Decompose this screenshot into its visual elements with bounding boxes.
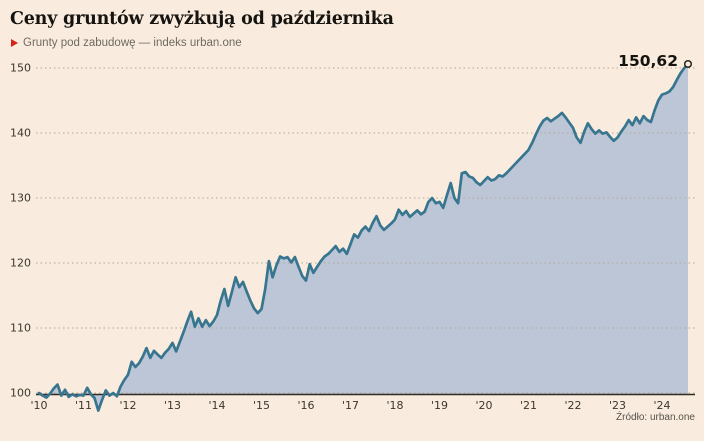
x-axis-label-14: '14 xyxy=(208,399,225,412)
x-axis-label-24: '24 xyxy=(653,399,670,412)
x-axis-label-23: '23 xyxy=(609,399,626,412)
end-point-marker xyxy=(683,59,693,69)
y-axis-label-150: 150 xyxy=(10,62,31,75)
x-axis-label-18: '18 xyxy=(386,399,403,412)
legend: Grunty pod zabudowę — indeks urban.one xyxy=(11,37,242,49)
end-value-label: 150,62 xyxy=(618,52,678,70)
y-axis-label-120: 120 xyxy=(10,257,31,270)
area-fill xyxy=(39,64,688,411)
x-axis-label-16: '16 xyxy=(297,399,314,412)
y-axis-label-130: 130 xyxy=(10,192,31,205)
y-axis-label-110: 110 xyxy=(10,322,31,335)
x-axis-label-15: '15 xyxy=(253,399,270,412)
x-axis-label-20: '20 xyxy=(475,399,492,412)
x-axis-label-13: '13 xyxy=(164,399,181,412)
x-axis-label-22: '22 xyxy=(564,399,581,412)
source-note: Źródło: urban.one xyxy=(616,412,695,423)
x-axis-label-21: '21 xyxy=(520,399,537,412)
x-axis-label-17: '17 xyxy=(342,399,359,412)
x-axis-label-11: '11 xyxy=(75,399,92,412)
legend-triangle-icon xyxy=(11,39,18,47)
x-axis-label-10: '10 xyxy=(30,399,47,412)
y-axis-label-100: 100 xyxy=(10,387,31,400)
y-axis-label-140: 140 xyxy=(10,127,31,140)
x-axis-label-19: '19 xyxy=(431,399,448,412)
legend-label: Grunty pod zabudowę — indeks urban.one xyxy=(23,37,242,49)
series-line xyxy=(37,62,690,412)
x-axis-label-12: '12 xyxy=(119,399,136,412)
page-title: Ceny gruntów zwyżkują od października xyxy=(10,9,394,29)
